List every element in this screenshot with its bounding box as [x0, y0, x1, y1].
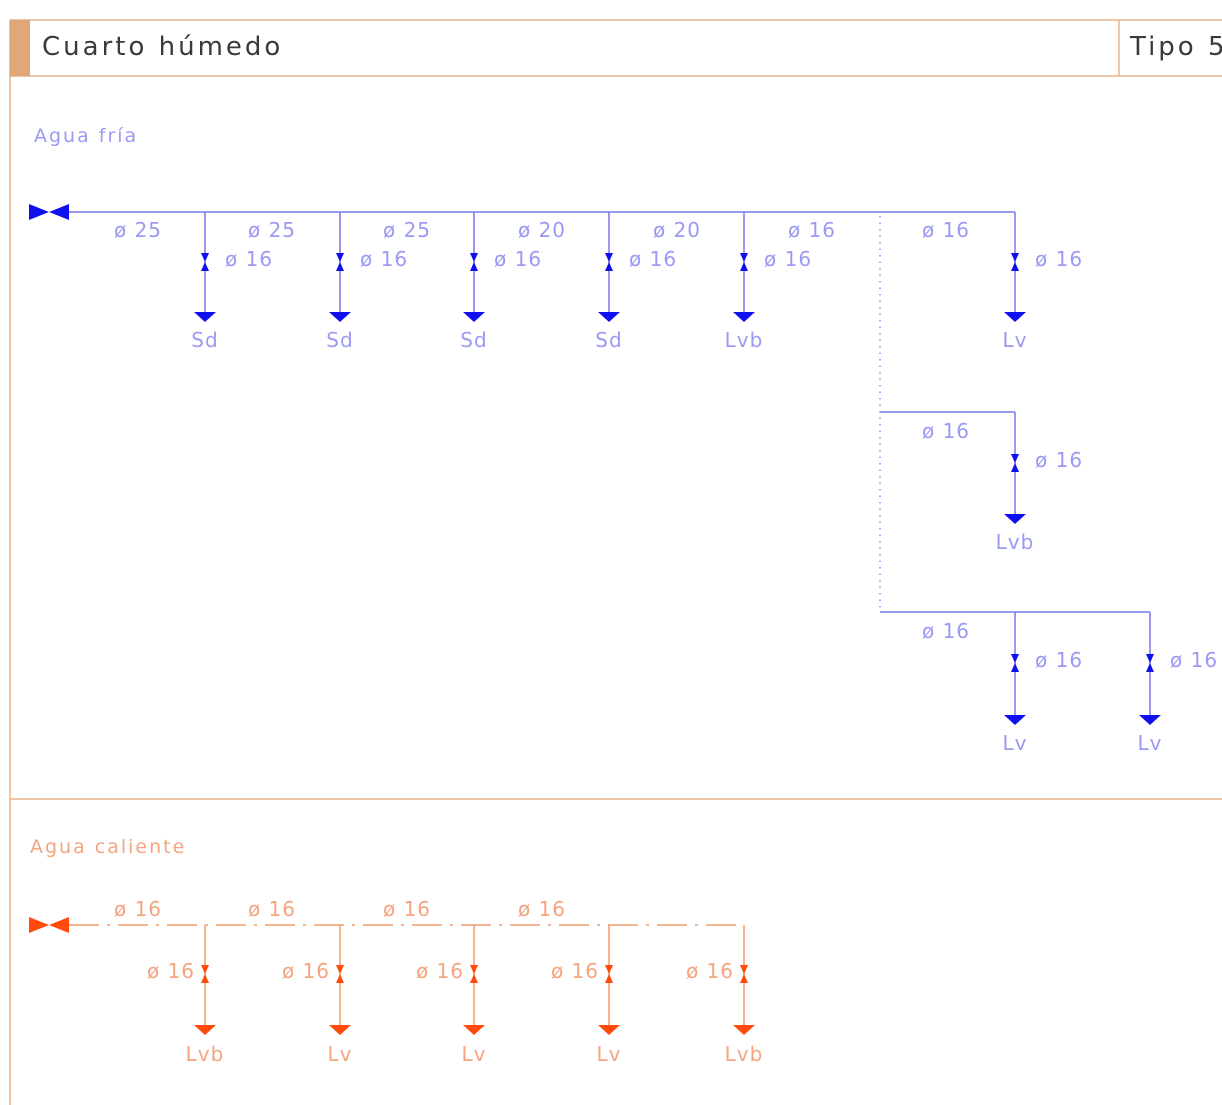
cold-main-diameter-label: ø 25	[383, 218, 431, 242]
cold-main-diameter-label: ø 25	[248, 218, 296, 242]
cold-drop-valve-top	[201, 253, 209, 262]
cold-drop-diameter-label: ø 16	[494, 247, 542, 271]
cold-drop-diameter-label: ø 16	[1170, 648, 1218, 672]
hot-fixture-arrow	[463, 1025, 485, 1035]
hot-inlet-valve-left	[29, 917, 49, 933]
hot-drop-diameter-label: ø 16	[147, 959, 195, 983]
hot-main-diameter-label: ø 16	[248, 897, 296, 921]
hot-fixture-arrow	[733, 1025, 755, 1035]
hot-drop-valve-top	[201, 965, 209, 974]
cold-drop-diameter-label: ø 16	[629, 247, 677, 271]
cold-drop-diameter-label: ø 16	[225, 247, 273, 271]
cold-fixture-label: Lv	[1138, 731, 1163, 755]
hot-fixture-label: Lv	[328, 1042, 353, 1066]
cold-branch2-diameter-label: ø 16	[922, 419, 970, 443]
cold-fixture-label: Lv	[1003, 328, 1028, 352]
hot-fixture-arrow	[598, 1025, 620, 1035]
hot-fixture-arrow	[329, 1025, 351, 1035]
cold-fixture-label: Lv	[1003, 731, 1028, 755]
cold-drop-valve-top	[470, 253, 478, 262]
cold-fixture-label: Sd	[460, 328, 487, 352]
hot-water-network: ø 16 ø 16 ø 16 ø 16 ø 16 Lvb ø 16 Lv ø 16 Lv ø 16 L…	[29, 897, 764, 1066]
cold-drop-valve-top	[1146, 654, 1154, 663]
cold-drop-valve-bottom	[1011, 663, 1019, 672]
type-label: Tipo 5	[1129, 32, 1222, 62]
title-bar: Cuarto húmedo Tipo 5	[9, 19, 1222, 1105]
cold-main-diameter-label: ø 20	[653, 218, 701, 242]
cold-fixture-arrow	[329, 312, 351, 322]
cold-branch3-diameter-label: ø 16	[922, 619, 970, 643]
cold-fixture-arrow	[1004, 514, 1026, 524]
cold-drop-valve-bottom	[470, 262, 478, 271]
cold-main-diameter-label: ø 16	[922, 218, 970, 242]
cold-fixture-arrow	[463, 312, 485, 322]
hot-main-diameter-label: ø 16	[114, 897, 162, 921]
hot-fixture-label: Lvb	[186, 1042, 225, 1066]
cold-fixture-arrow	[1004, 715, 1026, 725]
hot-drop-diameter-label: ø 16	[416, 959, 464, 983]
hot-drop-valve-top	[740, 965, 748, 974]
cold-drop-valve-top	[740, 253, 748, 262]
cold-drop-diameter-label: ø 16	[1035, 648, 1083, 672]
cold-drop-valve-top	[1011, 253, 1019, 262]
hot-drop-valve-bottom	[336, 974, 344, 983]
cold-drop-valve-top	[1011, 454, 1019, 463]
cold-drop-valve-bottom	[336, 262, 344, 271]
hot-drop-diameter-label: ø 16	[551, 959, 599, 983]
cold-drop-valve-bottom	[740, 262, 748, 271]
hot-drop-valve-bottom	[740, 974, 748, 983]
cold-main-diameter-label: ø 16	[788, 218, 836, 242]
cold-drop-valve-bottom	[1146, 663, 1154, 672]
cold-fixture-arrow	[194, 312, 216, 322]
hot-drop-valve-top	[470, 965, 478, 974]
cold-inlet-valve-right	[49, 204, 69, 220]
cold-drop-valve-bottom	[1011, 463, 1019, 472]
cold-main-diameter-label: ø 25	[114, 218, 162, 242]
cold-fixture-arrow	[598, 312, 620, 322]
cold-fixture-arrow	[1004, 312, 1026, 322]
page-title: Cuarto húmedo	[42, 32, 283, 62]
hot-fixture-label: Lv	[597, 1042, 622, 1066]
cold-drop-diameter-label: ø 16	[764, 247, 812, 271]
cold-fixture-arrow	[733, 312, 755, 322]
hot-drop-valve-bottom	[605, 974, 613, 983]
cold-fixture-label: Sd	[191, 328, 218, 352]
hot-main-diameter-label: ø 16	[383, 897, 431, 921]
hot-drop-valve-top	[336, 965, 344, 974]
cold-drop-valve-top	[1011, 654, 1019, 663]
cold-drop-diameter-label: ø 16	[360, 247, 408, 271]
cold-fixture-arrow	[1139, 715, 1161, 725]
cold-fixture-label: Lvb	[996, 530, 1035, 554]
hot-drop-valve-bottom	[470, 974, 478, 983]
cold-fixture-label: Sd	[595, 328, 622, 352]
hot-drop-valve-top	[605, 965, 613, 974]
cold-drop-diameter-label: ø 16	[1035, 247, 1083, 271]
hot-main-diameter-label: ø 16	[518, 897, 566, 921]
cold-water-network: ø 25 ø 25 ø 25 ø 20 ø 20 ø 16 ø 16 ø 16 Sd ø 16 Sd…	[29, 204, 1218, 755]
hot-fixture-arrow	[194, 1025, 216, 1035]
hot-fixture-label: Lv	[462, 1042, 487, 1066]
cold-fixture-label: Sd	[326, 328, 353, 352]
cold-drop-valve-bottom	[201, 262, 209, 271]
hot-inlet-valve-right	[49, 917, 69, 933]
title-accent-tab	[10, 20, 30, 76]
cold-drop-valve-top	[336, 253, 344, 262]
cold-water-label: Agua fría	[34, 125, 138, 147]
cold-drop-valve-top	[605, 253, 613, 262]
cold-drop-valve-bottom	[1011, 262, 1019, 271]
hot-fixture-label: Lvb	[725, 1042, 764, 1066]
hot-water-label: Agua caliente	[30, 836, 186, 858]
cold-inlet-valve-left	[29, 204, 49, 220]
cold-drop-valve-bottom	[605, 262, 613, 271]
cold-drop-diameter-label: ø 16	[1035, 448, 1083, 472]
hot-drop-valve-bottom	[201, 974, 209, 983]
hot-drop-diameter-label: ø 16	[686, 959, 734, 983]
cold-fixture-label: Lvb	[725, 328, 764, 352]
cold-main-diameter-label: ø 20	[518, 218, 566, 242]
hot-drop-diameter-label: ø 16	[282, 959, 330, 983]
